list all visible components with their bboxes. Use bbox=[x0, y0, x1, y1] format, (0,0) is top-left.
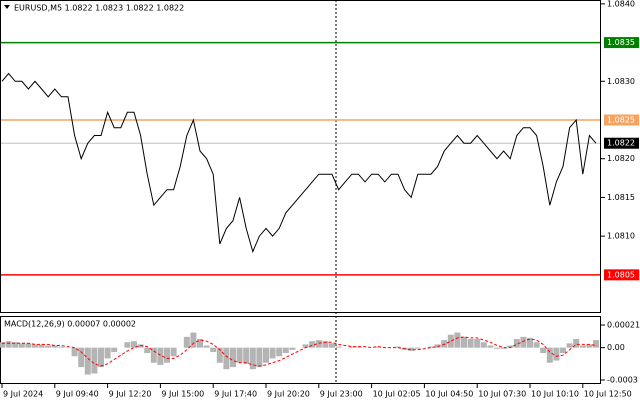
macd-bar bbox=[19, 343, 25, 347]
macd-bar bbox=[494, 348, 500, 349]
macd-bar bbox=[250, 348, 256, 370]
macd-bar bbox=[487, 345, 493, 347]
macd-bar bbox=[144, 348, 150, 353]
y-tick-label: 1.0815 bbox=[607, 193, 635, 202]
macd-bar bbox=[329, 343, 335, 347]
macd-bar bbox=[256, 348, 262, 367]
macd-bar bbox=[448, 335, 454, 348]
macd-bar bbox=[105, 348, 111, 359]
y-tick-label: 1.0830 bbox=[607, 77, 635, 86]
macd-bar bbox=[184, 337, 190, 348]
macd-bar bbox=[547, 348, 553, 363]
x-tick-label: 10 Jul 12:50 bbox=[584, 390, 632, 399]
y-tick-label: -0.0003 bbox=[607, 376, 638, 385]
last-price-label: 1.0822 bbox=[607, 139, 635, 148]
macd-bar bbox=[270, 348, 276, 359]
macd-bar bbox=[204, 345, 210, 347]
macd-bar bbox=[560, 348, 566, 353]
macd-bar bbox=[289, 348, 295, 350]
macd-bar bbox=[25, 343, 31, 347]
macd-bar bbox=[124, 342, 130, 347]
x-tick-label: 10 Jul 10:10 bbox=[531, 390, 579, 399]
level-label: 1.0835 bbox=[607, 38, 635, 47]
macd-bar bbox=[230, 348, 236, 367]
x-tick-label: 9 Jul 12:20 bbox=[109, 390, 152, 399]
macd-bar bbox=[111, 348, 117, 352]
macd-bar bbox=[540, 348, 546, 353]
macd-bar bbox=[243, 348, 249, 364]
macd-bar bbox=[415, 348, 421, 349]
macd-bar bbox=[520, 337, 526, 348]
level-label: 1.0805 bbox=[607, 270, 635, 279]
macd-bar bbox=[534, 342, 540, 347]
x-tick-label: 9 Jul 09:40 bbox=[56, 390, 99, 399]
macd-bar bbox=[237, 348, 243, 363]
macd-bar bbox=[263, 348, 269, 363]
x-tick-label: 9 Jul 15:00 bbox=[161, 390, 204, 399]
macd-bar bbox=[580, 345, 586, 347]
y-tick-label: 1.0820 bbox=[607, 154, 635, 163]
macd-title: MACD(12,26,9) 0.00007 0.00002 bbox=[4, 320, 136, 329]
macd-bar bbox=[6, 341, 12, 347]
macd-bar bbox=[336, 347, 342, 348]
macd-bar bbox=[78, 348, 84, 367]
macd-bar bbox=[85, 348, 91, 375]
x-tick-label: 10 Jul 04:50 bbox=[425, 390, 473, 399]
x-tick-label: 9 Jul 23:00 bbox=[320, 390, 363, 399]
x-tick-label: 9 Jul 2024 bbox=[3, 390, 43, 399]
macd-bar bbox=[468, 339, 474, 348]
macd-bar bbox=[283, 348, 289, 353]
macd-bar bbox=[190, 333, 196, 348]
chart-title: EURUSD,M5 1.0822 1.0823 1.0822 1.0822 bbox=[14, 4, 184, 13]
macd-bar bbox=[593, 340, 599, 348]
macd-bar bbox=[474, 339, 480, 348]
macd-bar bbox=[91, 348, 97, 374]
y-tick-label: 1.0810 bbox=[607, 232, 635, 241]
macd-bar bbox=[58, 347, 64, 348]
x-tick-label: 9 Jul 20:20 bbox=[267, 390, 310, 399]
y-tick-label: 1.0840 bbox=[607, 0, 635, 8]
macd-bar bbox=[45, 345, 51, 347]
y-tick-label: 0.00021 bbox=[607, 321, 640, 330]
macd-bar bbox=[223, 348, 229, 370]
macd-bar bbox=[567, 343, 573, 347]
macd-bar bbox=[276, 348, 282, 357]
macd-bar bbox=[210, 348, 216, 352]
x-tick-label: 9 Jul 17:40 bbox=[214, 390, 257, 399]
macd-bar bbox=[461, 337, 467, 348]
macd-bar bbox=[454, 333, 460, 348]
level-label: 1.0825 bbox=[607, 116, 635, 125]
x-tick-label: 10 Jul 02:05 bbox=[373, 390, 421, 399]
macd-bar bbox=[553, 348, 559, 361]
macd-bar bbox=[481, 342, 487, 347]
y-tick-label: 0.00 bbox=[607, 343, 625, 352]
x-tick-label: 10 Jul 07:30 bbox=[478, 390, 526, 399]
macd-bar bbox=[98, 348, 104, 367]
macd-bar bbox=[164, 348, 170, 363]
macd-bar bbox=[171, 348, 177, 357]
